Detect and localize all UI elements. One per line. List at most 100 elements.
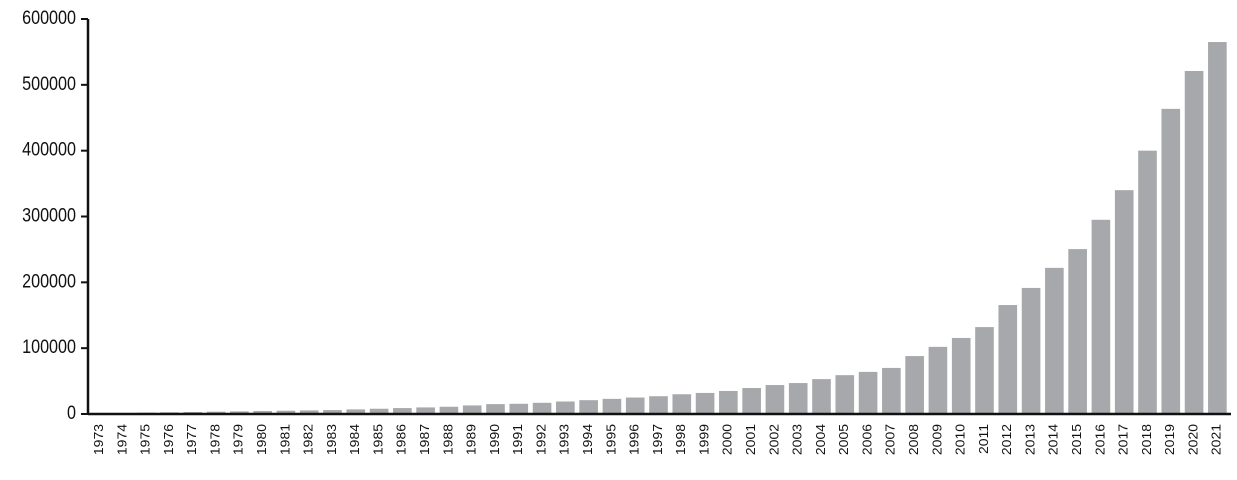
bar [1184, 71, 1204, 414]
bar [579, 400, 598, 414]
bar [276, 410, 296, 414]
x-tick-label: 1991 [511, 424, 525, 455]
x-tick-label: 1975 [138, 424, 152, 455]
x-tick-label: 1980 [255, 424, 269, 455]
bar [765, 385, 785, 414]
x-tick-label: 2007 [883, 424, 897, 455]
x-tick-label: 2015 [1070, 424, 1084, 455]
x-tick-label: 2001 [744, 424, 758, 455]
x-tick-label: 2017 [1116, 424, 1130, 455]
bar [556, 401, 575, 414]
x-tick-label: 1977 [185, 424, 199, 455]
x-tick-label: 1990 [487, 424, 501, 455]
x-tick-label: 2019 [1163, 424, 1177, 455]
y-tick-label: 500000 [22, 73, 76, 95]
bar [672, 394, 692, 414]
bar [649, 396, 668, 414]
x-tick-label: 2008 [907, 424, 921, 455]
y-tick-label: 300000 [22, 204, 76, 226]
bar [509, 403, 529, 414]
x-tick-label: 2014 [1046, 424, 1060, 455]
x-tick-label: 1982 [301, 424, 315, 455]
bar [742, 387, 761, 414]
bar [951, 337, 971, 414]
x-tick-label: 2012 [1000, 424, 1014, 455]
x-tick-label: 2004 [813, 424, 827, 455]
x-tick-label: 1978 [208, 424, 222, 455]
x-tick-label: 2021 [1209, 424, 1223, 455]
x-tick-label: 2013 [1023, 424, 1037, 455]
x-tick-label: 1989 [464, 424, 478, 455]
x-tick-label: 1976 [161, 424, 175, 455]
x-tick-label: 1984 [348, 424, 362, 455]
bar [230, 411, 249, 414]
y-tick-label: 400000 [22, 138, 76, 160]
x-tick-label: 1986 [394, 424, 408, 455]
x-tick-label: 2005 [837, 424, 851, 455]
bar [486, 404, 505, 414]
bar [323, 410, 342, 414]
x-tick-label: 2000 [720, 424, 734, 455]
x-tick-label: 1983 [324, 424, 338, 455]
bar [602, 398, 622, 414]
bar [439, 406, 459, 414]
bar [1021, 287, 1041, 414]
bar [928, 346, 948, 414]
x-tick-label: 1973 [92, 424, 106, 455]
x-tick-label: 1999 [697, 424, 711, 455]
bar [788, 383, 808, 414]
y-tick-label: 600000 [22, 7, 76, 29]
bar [369, 408, 389, 414]
x-tick-label: 1988 [441, 424, 455, 455]
x-tick-label: 2016 [1093, 424, 1107, 455]
y-tick-label: 200000 [22, 270, 76, 292]
bar [998, 305, 1018, 414]
bar [975, 327, 994, 414]
x-tick-label: 2010 [953, 424, 967, 455]
x-tick-label: 2009 [930, 424, 944, 455]
y-tick-label: 0 [67, 402, 76, 424]
bar [462, 405, 482, 414]
bar [393, 408, 412, 414]
bar [1091, 219, 1111, 414]
bar [1114, 190, 1134, 414]
bar [1161, 108, 1181, 415]
x-tick-label: 1981 [278, 424, 292, 455]
bar [812, 379, 831, 414]
bar [882, 367, 901, 414]
y-tick-label: 100000 [22, 336, 76, 358]
bar [858, 371, 878, 414]
x-tick-label: 1997 [650, 424, 664, 455]
x-tick-label: 2011 [976, 424, 990, 454]
x-tick-label: 1992 [534, 424, 548, 455]
bar [905, 356, 924, 414]
bar [346, 409, 366, 414]
x-tick-label: 2018 [1139, 424, 1153, 455]
x-tick-label: 2020 [1186, 424, 1200, 455]
bar [1208, 42, 1227, 415]
x-tick-label: 1995 [604, 424, 618, 455]
x-tick-label: 2006 [860, 424, 874, 455]
x-tick-label: 1998 [674, 424, 688, 455]
bar [625, 397, 645, 414]
bar [1138, 150, 1157, 414]
bar [532, 402, 552, 414]
bar [719, 390, 738, 414]
x-tick-label: 1987 [418, 424, 432, 455]
bar [1045, 267, 1064, 414]
x-tick-label: 1979 [231, 424, 245, 455]
bar [1068, 249, 1087, 414]
x-tick-label: 1974 [115, 424, 129, 455]
x-tick-label: 1996 [627, 424, 641, 455]
bar [835, 375, 855, 414]
bar [253, 411, 272, 414]
x-tick-label: 1985 [371, 424, 385, 455]
bar [695, 392, 715, 414]
x-tick-label: 1994 [581, 424, 595, 455]
bar [416, 407, 435, 414]
x-tick-label: 1993 [557, 424, 571, 455]
x-tick-label: 2003 [790, 424, 804, 455]
bar [299, 410, 319, 414]
x-tick-label: 2002 [767, 424, 781, 455]
